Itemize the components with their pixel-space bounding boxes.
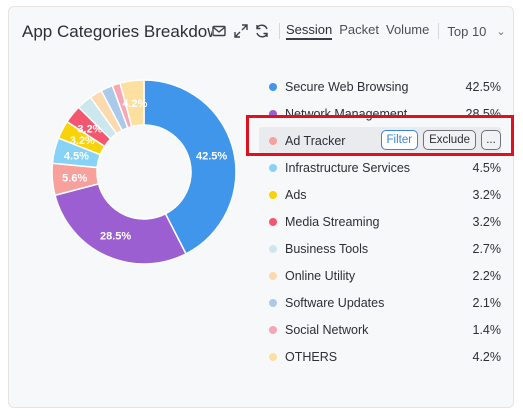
legend-item-actions: Filter Exclude... (380, 130, 501, 150)
slice-label: 4.5% (64, 151, 89, 163)
legend-dot-icon (269, 217, 277, 226)
expand-icon[interactable] (233, 23, 249, 39)
legend-item[interactable]: Ads 3.2% (259, 181, 501, 208)
legend-item-name: Ad Tracker (285, 133, 346, 148)
tab-packet[interactable]: Packet (339, 22, 379, 37)
legend-dot-icon (269, 163, 277, 172)
legend-list: Secure Web Browsing 42.5% Network Manageme… (259, 73, 501, 370)
legend-dot-icon (269, 298, 277, 307)
legend-item-value: 42.5% (465, 79, 501, 94)
legend-item-name: Secure Web Browsing (285, 79, 409, 94)
legend-item-name: Software Updates (285, 295, 385, 310)
legend-item[interactable]: Media Streaming 3.2% (259, 208, 501, 235)
legend-dot-icon (269, 190, 277, 199)
legend-item-name: Social Network (285, 322, 369, 337)
legend-dot-icon (269, 271, 277, 280)
top-n-select[interactable]: Top 10 (447, 23, 487, 39)
legend-dot-icon (269, 136, 277, 145)
legend-item-name: OTHERS (285, 349, 338, 364)
legend-item[interactable]: Social Network 1.4% (259, 316, 501, 343)
legend-item-value: 3.2% (472, 214, 502, 229)
tab-volume[interactable]: Volume (386, 22, 430, 37)
legend-item-value: 2.2% (472, 268, 502, 283)
legend-item-name: Business Tools (285, 241, 369, 256)
chevron-down-icon[interactable]: ⌄ (496, 25, 506, 38)
legend-dot-icon (269, 352, 277, 361)
slice-label: 5.6% (62, 173, 87, 185)
legend-item[interactable]: Software Updates 2.1% (259, 289, 501, 316)
legend-item-value: 3.2% (472, 187, 502, 202)
slice-label: 28.5% (100, 230, 131, 242)
filter-button[interactable]: Filter (380, 130, 419, 150)
legend-item[interactable]: Ad Tracker Filter Exclude... (259, 127, 501, 154)
legend-item-value: 1.4% (472, 322, 502, 337)
legend-item[interactable]: OTHERS 4.2% (259, 343, 501, 370)
legend-item-value: 2.7% (472, 241, 502, 256)
widget-title: App Categories Breakdown (22, 22, 212, 41)
slice-label: 42.5% (196, 151, 227, 163)
app-categories-card: App Categories Breakdown Session Packet … (8, 6, 514, 408)
mail-icon[interactable] (211, 23, 227, 39)
metric-tabs: Session Packet Volume Top 10 ⌄ (279, 20, 506, 42)
exclude-button[interactable]: Exclude (423, 130, 476, 150)
legend-item-value: 4.5% (472, 160, 502, 175)
donut-chart: 42.5% 28.5% 5.6% 4.5% 3.2%3.2% 4.2% (51, 79, 237, 265)
legend-item-name: Online Utility (285, 268, 356, 283)
top-divider (438, 23, 440, 39)
tab-session[interactable]: Session (286, 22, 333, 40)
legend-item-value: 2.1% (472, 295, 502, 310)
legend-item[interactable]: Infrastructure Services 4.5% (259, 154, 501, 181)
slice-label: 3.2% (70, 135, 95, 147)
tabs-divider (279, 23, 280, 39)
more-options-button[interactable]: ... (481, 130, 501, 150)
refresh-icon[interactable] (254, 23, 270, 39)
legend-dot-icon (269, 109, 277, 118)
slice-label: 3.2% (77, 123, 102, 135)
slice-label: 4.2% (122, 98, 147, 110)
donut-slice[interactable] (54, 182, 187, 265)
highlight-box (246, 115, 514, 156)
donut-slice[interactable] (119, 79, 145, 128)
legend-dot-icon (269, 325, 277, 334)
legend-item-value: 4.2% (472, 349, 502, 364)
legend-dot-icon (269, 244, 277, 253)
legend-item[interactable]: Online Utility 2.2% (259, 262, 501, 289)
legend-item[interactable]: Business Tools 2.7% (259, 235, 501, 262)
donut-slice[interactable] (143, 79, 237, 255)
legend-item-name: Media Streaming (285, 214, 380, 229)
legend-dot-icon (269, 82, 277, 91)
legend-item-name: Ads (285, 187, 307, 202)
legend-item[interactable]: Secure Web Browsing 42.5% (259, 73, 501, 100)
legend-item-name: Infrastructure Services (285, 160, 411, 175)
